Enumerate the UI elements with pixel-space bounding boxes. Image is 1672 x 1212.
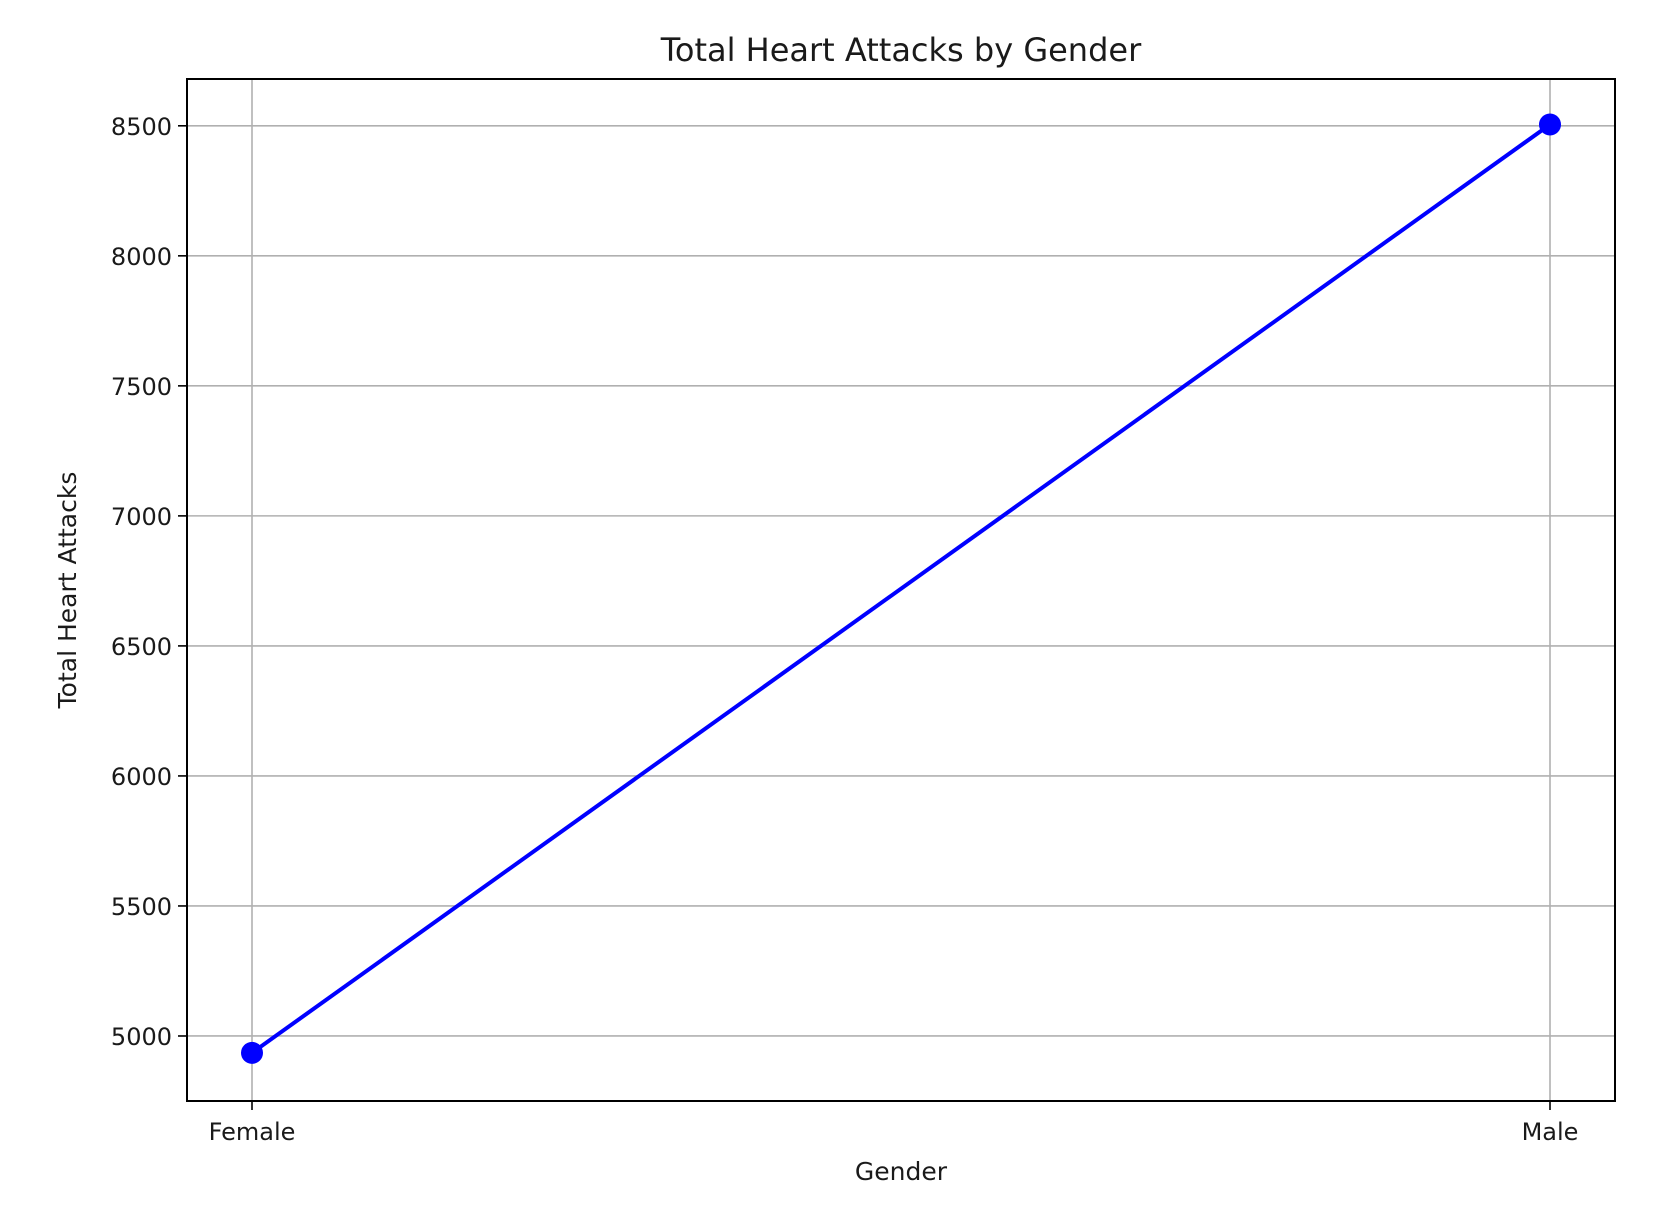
x-tick-label: Male <box>1522 1118 1579 1146</box>
x-tick-label: Female <box>209 1118 296 1146</box>
y-tick-label: 7500 <box>111 373 172 401</box>
y-tick-label: 8500 <box>111 113 172 141</box>
axis-ticks: 5000 5500 6000 6500 7000 7500 8000 8500 Female Ma… <box>111 113 1579 1146</box>
x-axis-label: Gender <box>855 1157 948 1186</box>
y-tick-label: 5000 <box>111 1023 172 1051</box>
y-tick-label: 7000 <box>111 503 172 531</box>
series-line <box>250 122 1552 1055</box>
y-tick-label: 8000 <box>111 243 172 271</box>
series-layer <box>241 113 1561 1064</box>
y-tick-label: 6500 <box>111 633 172 661</box>
plot-area-frame <box>186 78 1616 1102</box>
chart-title: Total Heart Attacks by Gender <box>660 31 1142 69</box>
y-tick-label: 5500 <box>111 893 172 921</box>
y-axis-label: Total Heart Attacks <box>53 472 82 710</box>
data-point-marker <box>241 1041 263 1064</box>
grid-lines <box>187 79 1615 1101</box>
data-point-marker <box>1539 113 1561 136</box>
y-tick-label: 6000 <box>111 763 172 791</box>
